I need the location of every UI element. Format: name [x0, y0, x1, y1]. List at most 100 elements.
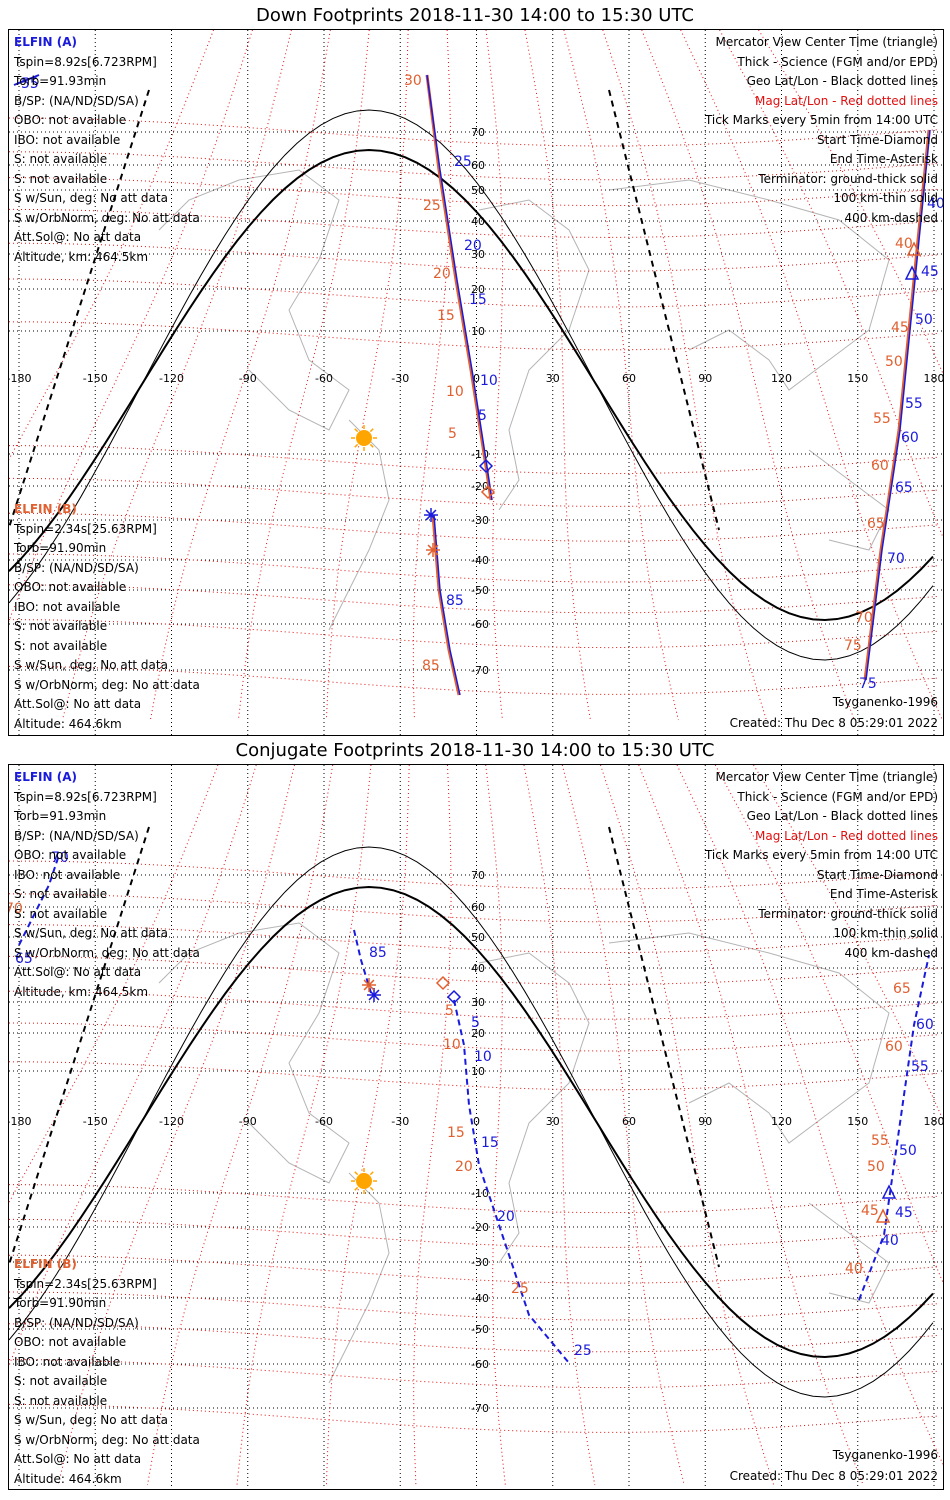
start-diamond-marker [480, 484, 496, 500]
info-line: Torb=91.93min [14, 809, 107, 823]
track-tick-label: 30 [404, 73, 422, 89]
info-line: Att.Sol@: No att data [14, 230, 142, 244]
info-line: IBO: not available [14, 132, 121, 147]
lat-tick-label: 30 [471, 248, 485, 261]
center-time-triangle [906, 241, 922, 256]
track-tick-label: 5 [478, 408, 487, 424]
info-line: Altitude, km: 464.5km [14, 249, 149, 264]
mag-meridian [412, 30, 452, 721]
mag-meridian [600, 765, 775, 1486]
info-line: Tspin=2.34s[25.63RPM] [14, 521, 157, 536]
legend-line: Thick - Science (FGM and/or EPD) [737, 789, 938, 804]
legend-line: Mercator View Center Time (triangle) [715, 770, 938, 784]
info-line: OBO: not available [14, 113, 127, 127]
track-tick-label: 40 [895, 236, 913, 252]
track-tick-label: 45 [891, 320, 909, 336]
mag-meridian [9, 30, 214, 461]
track-tick-label: 85 [446, 593, 464, 609]
lon-tick-label: -60 [315, 1115, 333, 1128]
elfin-b-info: ELFIN (B) Tspin=2.34s[25.63RPM] Torb=91.… [14, 1255, 200, 1489]
lat-tick-label: -50 [471, 584, 489, 597]
lat-tick-label: -70 [471, 1402, 489, 1415]
sun-icon [356, 1173, 372, 1189]
end-asterisk-marker [427, 544, 439, 556]
mag-meridian [9, 30, 253, 623]
track-tick-label: 25 [423, 198, 441, 214]
track-tick-label: 65 [895, 480, 913, 496]
track-tick-label: 45 [921, 264, 939, 280]
map-canvas: -180 -150 -120 -90 -60 -30 0 30 60 90 120 150 180 70 6… [9, 765, 943, 1489]
track-tick-label: 55 [911, 1059, 929, 1075]
orbit-track [18, 854, 60, 946]
coastline [158, 922, 350, 1184]
lon-tick-label: 90 [698, 1115, 712, 1128]
mag-meridian [413, 765, 452, 1486]
lat-tick-label: 40 [471, 215, 485, 228]
track-tick-label: 50 [867, 1159, 885, 1175]
lon-tick-label: -90 [239, 372, 257, 385]
track-tick-label: 5 [471, 1015, 480, 1031]
info-line: S: not available [14, 887, 108, 901]
track-tick-label: 20 [455, 1159, 473, 1175]
track-tick-label: 25 [574, 1343, 592, 1359]
track-tick-label: 55 [905, 396, 923, 412]
legend-line: Tick Marks every 5min from 14:00 UTC [704, 113, 938, 127]
start-diamond-marker [478, 458, 494, 474]
lon-tick-label: -60 [315, 372, 333, 385]
info-line: S: not available [14, 1393, 108, 1408]
mag-meridian [61, 30, 292, 721]
legend-line: 100 km-thin solid [833, 926, 938, 940]
coastline [478, 199, 590, 511]
end-asterisk-marker [363, 979, 375, 991]
track-tick-label: 20 [464, 238, 482, 254]
lon-tick-label: 30 [546, 372, 560, 385]
lon-tick-label: 30 [546, 1115, 560, 1128]
track-tick-label: 15 [447, 1125, 465, 1141]
legend-line: End Time-Asterisk [829, 152, 938, 166]
map-canvas: -180 -150 -120 -90 -60 -30 0 30 60 90 120 150 180 70 6… [9, 30, 943, 735]
coastline [158, 169, 350, 431]
lat-tick-label: 50 [471, 931, 485, 944]
info-line: Altitude: 464.6km [14, 1471, 122, 1486]
legend-line: Mag Lat/Lon - Red dotted lines [754, 93, 938, 108]
track-tick-label: 70 [887, 551, 905, 567]
track-tick-label: 20 [433, 266, 451, 282]
lon-tick-label: -150 [83, 372, 108, 385]
info-line: IBO: not available [14, 1354, 121, 1369]
track-tick-label: 55 [21, 76, 39, 92]
track-tick-label: 25 [454, 154, 472, 170]
track-tick-label: 75 [859, 676, 877, 692]
elfin-a-info: ELFIN (A) Tspin=8.92s[6.723RPM] Torb=91.… [14, 768, 200, 1002]
terminator-100km [9, 846, 934, 1398]
legend-line: Mag Lat/Lon - Red dotted lines [754, 828, 938, 843]
legend-line: 400 km-dashed [844, 945, 938, 960]
info-line: Att.Sol@: No att data [14, 965, 142, 979]
mag-meridian [485, 765, 506, 1486]
lat-tick-label: 60 [471, 159, 485, 172]
sun-ray [354, 428, 359, 433]
info-line: S w/Sun, deg: No att data [14, 926, 168, 940]
info-line: OBO: not available [14, 848, 127, 862]
lon-tick-label: 180 [924, 1115, 944, 1128]
lon-tick-label: -30 [391, 1115, 409, 1128]
sun-ray [369, 443, 374, 448]
track-tick-label: 70 [51, 850, 69, 866]
lat-tick-label: -40 [471, 1292, 489, 1305]
lon-tick-label: 90 [698, 372, 712, 385]
info-line: B/SP: (NA/ND/SD/SA) [14, 1315, 139, 1330]
orbit-track [433, 514, 461, 696]
lon-tick-label: 150 [847, 372, 868, 385]
lon-tick-label: 60 [622, 372, 636, 385]
track-tick-label: 60 [885, 1039, 903, 1055]
lat-tick-label: -60 [471, 1358, 489, 1371]
track-tick-label: 15 [469, 292, 487, 308]
lat-tick-label: -20 [471, 480, 489, 493]
info-line: Torb=91.90min [14, 541, 107, 555]
sun-ray [369, 1171, 374, 1176]
track-tick-label: 10 [474, 1049, 492, 1065]
legend-line: Geo Lat/Lon - Black dotted lines [746, 809, 938, 823]
legend-line: Geo Lat/Lon - Black dotted lines [746, 74, 938, 88]
info-line: OBO: not available [14, 1335, 127, 1349]
center-time-triangle [904, 265, 920, 280]
elfin-a-header: ELFIN (A) [14, 770, 77, 784]
